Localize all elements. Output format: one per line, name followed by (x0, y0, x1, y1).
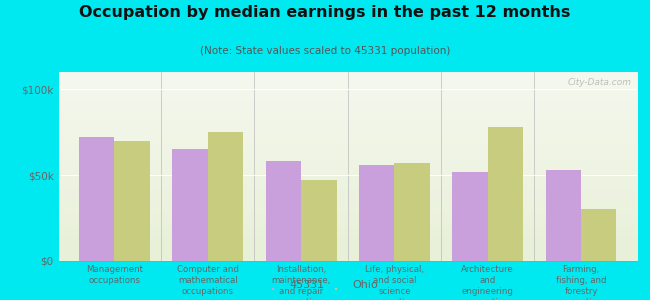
Bar (114, 141, 150, 261)
Bar (452, 172, 488, 261)
Bar (581, 209, 616, 261)
Legend: 45331, Ohio: 45331, Ohio (268, 275, 382, 294)
Bar (545, 170, 581, 261)
Bar (79, 137, 114, 261)
Bar (266, 161, 301, 261)
Text: Occupation by median earnings in the past 12 months: Occupation by median earnings in the pas… (79, 4, 571, 20)
Bar (488, 127, 523, 261)
Bar (359, 165, 395, 261)
Bar (301, 180, 337, 261)
Bar (208, 132, 243, 261)
Text: City-Data.com: City-Data.com (567, 78, 631, 87)
Bar (172, 149, 208, 261)
Bar (395, 163, 430, 261)
Text: (Note: State values scaled to 45331 population): (Note: State values scaled to 45331 popu… (200, 46, 450, 56)
